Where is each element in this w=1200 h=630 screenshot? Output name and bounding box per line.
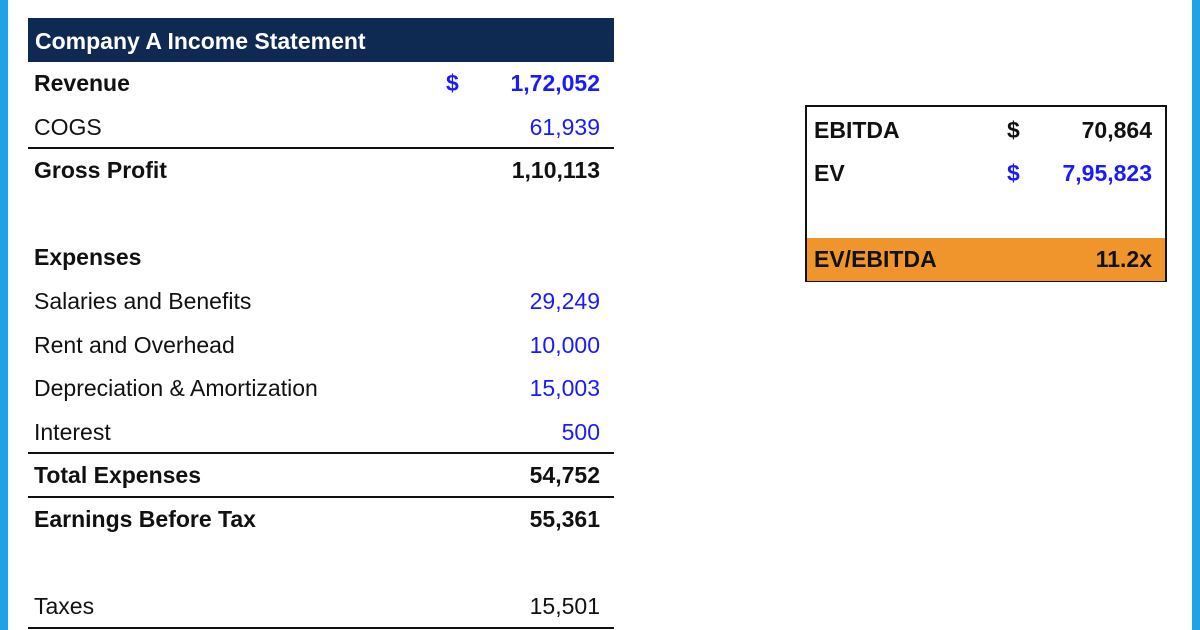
row-value: 29,249 [529, 287, 600, 314]
ebitda-row: EBITDA $ 70,864 [807, 109, 1165, 152]
row-label: COGS [34, 113, 102, 140]
row-label: Expenses [34, 244, 142, 271]
row-value: 10,000 [529, 331, 600, 358]
right-frame-border [1192, 0, 1200, 630]
row-value: 1,72,052 [510, 70, 600, 96]
table-row-depreciation: Depreciation & Amortization 15,003 [28, 367, 614, 411]
row-label: Gross Profit [34, 157, 167, 184]
currency-symbol: $ [1007, 117, 1020, 143]
row-label: Taxes [34, 593, 95, 620]
currency-symbol: $ [446, 70, 459, 96]
row-label: Depreciation & Amortization [34, 375, 318, 402]
table-row-rent: Rent and Overhead 10,000 [28, 324, 614, 368]
table-row-total-expenses: Total Expenses 54,752 [28, 454, 614, 498]
table-row-spacer [28, 193, 614, 237]
table-row-gross-profit: Gross Profit 1,10,113 [28, 149, 614, 193]
row-value: 55,361 [529, 505, 600, 532]
table-row-revenue: Revenue $ 1,72,052 [28, 62, 614, 106]
row-value: 500 [561, 418, 600, 445]
row-value: 61,939 [529, 113, 600, 140]
ev-ebitda-value: 11.2x [1095, 246, 1152, 272]
row-label: Interest [34, 418, 111, 445]
table-row-expenses-header: Expenses [28, 236, 614, 280]
ev-label: EV [814, 160, 845, 186]
row-label: Salaries and Benefits [34, 287, 252, 314]
row-value: 15,003 [529, 375, 600, 402]
ev-ebitda-label: EV/EBITDA [814, 246, 937, 272]
row-value: 15,501 [529, 593, 600, 620]
table-row-interest: Interest 500 [28, 411, 614, 455]
currency-symbol: $ [1007, 160, 1020, 186]
ev-ebitda-row: EV/EBITDA 11.2x [807, 238, 1165, 281]
ev-row: EV $ 7,95,823 [807, 152, 1165, 195]
row-value: 54,752 [529, 462, 600, 489]
row-label: Total Expenses [34, 462, 202, 489]
row-label: Revenue [34, 70, 130, 96]
ev-value: 7,95,823 [1062, 160, 1152, 186]
income-statement-table: Company A Income Statement Revenue $ 1,7… [28, 18, 614, 629]
table-row-salaries: Salaries and Benefits 29,249 [28, 280, 614, 324]
ev-ebitda-box: EBITDA $ 70,864 EV $ 7,95,823 EV/EBITDA … [805, 105, 1167, 282]
table-row-earnings-before-tax: Earnings Before Tax 55,361 [28, 498, 614, 542]
ebitda-value: 70,864 [1081, 117, 1152, 143]
table-row-spacer [28, 542, 614, 586]
ebitda-label: EBITDA [814, 117, 900, 143]
table-row-cogs: COGS 61,939 [28, 106, 614, 150]
statement-title: Company A Income Statement [28, 18, 614, 62]
row-label: Rent and Overhead [34, 331, 235, 358]
row-value: 1,10,113 [511, 157, 600, 184]
left-frame-border [0, 0, 8, 630]
row-label: Earnings Before Tax [34, 505, 256, 532]
table-row-taxes: Taxes 15,501 [28, 585, 614, 629]
